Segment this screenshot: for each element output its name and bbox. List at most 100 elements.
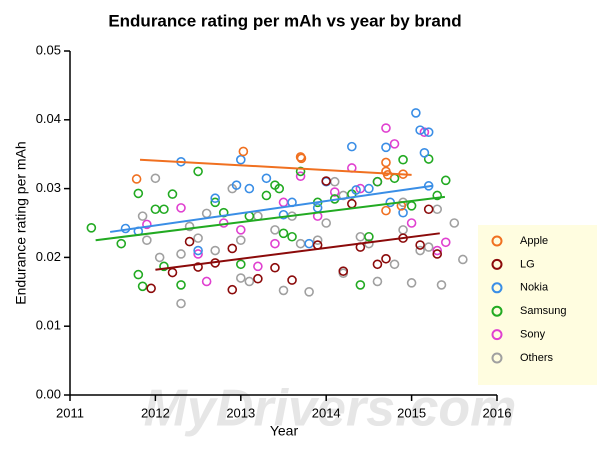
data-point [236,273,246,283]
data-point [261,173,272,184]
data-point [415,245,425,256]
data-point [253,261,263,272]
trend-line [95,195,446,242]
legend-label: LG [520,258,535,270]
data-point [253,273,263,284]
data-point [193,249,203,259]
data-point [423,181,434,191]
data-point [295,238,306,249]
data-point [440,237,451,248]
x-tick-label: 2016 [483,405,512,420]
trend-line [109,184,433,233]
data-point [86,223,97,233]
data-point [406,218,417,228]
x-tick-label: 2012 [141,405,170,420]
data-point [398,225,408,235]
legend-marker [491,282,503,294]
data-point [372,259,383,270]
data-point [423,127,434,137]
data-point [381,157,391,168]
data-point [287,275,297,285]
data-point [278,285,289,296]
data-point [201,208,212,219]
data-point [176,203,186,213]
y-tick-label: 0.01 [36,318,61,333]
y-tick-label: 0.02 [36,249,61,264]
trend-line [139,158,412,176]
data-point [137,281,148,292]
legend-marker [491,305,503,317]
legend-marker [491,352,503,364]
data-point [131,174,142,184]
legend-label: Nokia [520,282,549,294]
data-point [458,254,468,265]
data-point [210,197,220,208]
data-point [133,188,144,199]
data-point [304,286,314,297]
data-point [321,218,332,228]
data-point [389,139,400,149]
data-point [338,266,349,276]
data-point [295,171,306,182]
y-tick-label: 0.04 [36,111,61,126]
data-point [244,276,255,287]
data-point [176,249,186,259]
data-point [355,280,366,290]
data-point [137,211,148,221]
data-point [167,267,178,278]
data-point [133,269,144,280]
data-point [381,205,391,216]
y-tick-label: 0.00 [36,386,61,401]
trend-line [155,232,440,271]
data-point [295,166,306,177]
data-point [227,243,238,254]
legend-label: Others [520,352,554,364]
data-point [381,253,391,264]
x-tick-label: 2015 [397,405,426,420]
data-point [347,141,357,152]
data-point [244,183,255,194]
data-point [278,197,289,208]
data-point [236,259,246,270]
data-point [415,125,425,135]
data-point [423,242,434,252]
data-point [146,283,156,294]
data-point [347,198,357,209]
data-point [304,238,314,249]
chart-title: Endurance rating per mAh vs year by bran… [108,11,461,30]
legend-marker [491,329,503,341]
data-point [210,193,220,204]
data-point [184,221,195,232]
data-point [321,176,332,186]
data-point [236,154,246,165]
legend-label: Sony [520,329,546,341]
data-point [329,187,340,197]
data-point [154,252,165,263]
legend-marker [491,235,503,247]
data-point [210,245,220,256]
legend-box [478,225,597,385]
data-point [167,189,178,199]
y-tick-label: 0.05 [36,42,61,57]
data-point [193,262,203,272]
legend-label: Apple [520,235,548,247]
data-point [274,183,285,194]
data-point [449,218,460,228]
data-point [278,228,289,239]
data-point [312,203,323,213]
data-point [193,233,203,243]
data-point [236,225,246,235]
data-point [381,123,391,133]
data-point [142,219,152,230]
data-point [436,280,447,290]
data-point [411,108,421,118]
data-point [432,249,443,259]
data-point [389,259,400,270]
data-point [150,204,161,215]
data-point [184,236,195,247]
data-point [193,245,203,256]
data-point [159,261,169,272]
data-point [355,231,366,242]
data-point [193,166,203,177]
